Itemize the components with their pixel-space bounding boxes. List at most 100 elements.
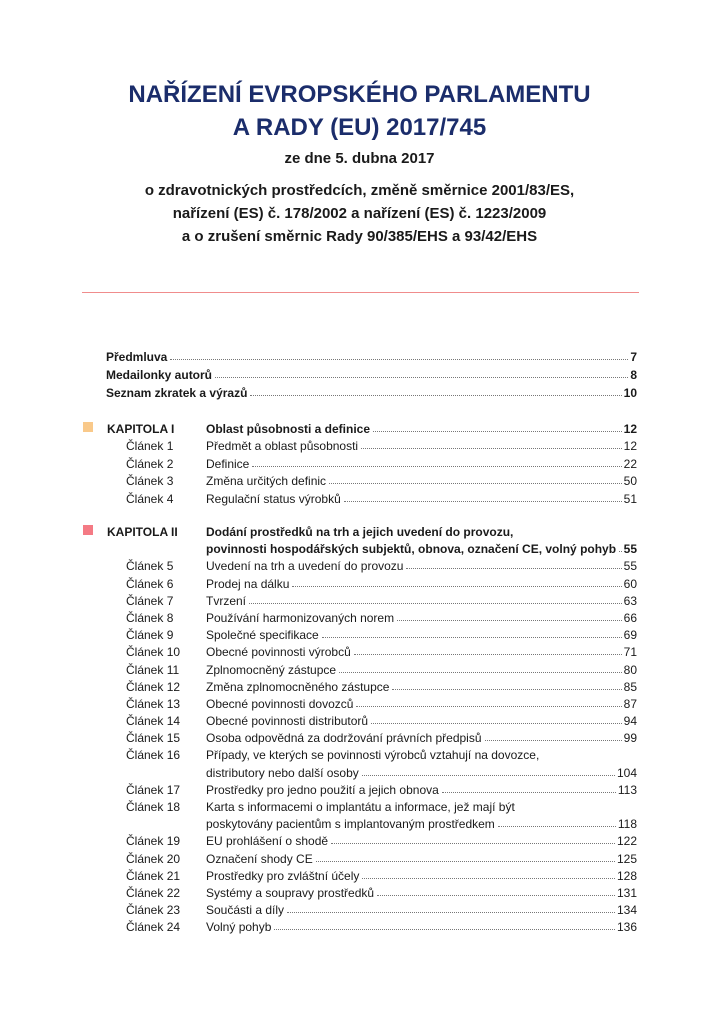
article-title-line-1: Případy, ve kterých se povinnosti výrobc… — [206, 748, 540, 763]
article-entry[interactable]: Článek 15 Osoba odpovědná za dodržování p… — [82, 728, 637, 745]
article-title: Systémy a soupravy prostředků — [206, 885, 375, 900]
chapter-marker-icon — [83, 524, 93, 535]
chapter-heading[interactable]: KAPITOLA II Dodání prostředků na trh a je… — [82, 521, 637, 539]
article-page: 80 — [623, 662, 637, 677]
article-title-wrap: EU prohlášení o shodě 122 — [206, 834, 637, 848]
article-entry[interactable]: Článek 21 Prostředky pro zvláštní účely 12… — [82, 866, 637, 883]
article-entry[interactable]: Článek 16 Případy, ve kterých se povinnos… — [82, 745, 637, 762]
dot-leader — [619, 551, 622, 553]
article-entry[interactable]: Článek 4 Regulační status výrobků 51 — [82, 488, 637, 506]
article-label: Článek 16 — [126, 748, 181, 763]
article-title-wrap: Systémy a soupravy prostředků 131 — [206, 886, 637, 900]
article-title-wrap: Změna určitých definic 50 — [206, 474, 637, 488]
article-label: Článek 15 — [126, 731, 181, 746]
title-line-1: NAŘÍZENÍ EVROPSKÉHO PARLAMENTU — [128, 81, 591, 108]
dot-leader — [484, 740, 622, 742]
article-entry[interactable]: Článek 17 Prostředky pro jedno použití a … — [82, 780, 637, 797]
article-entry[interactable]: Článek 7 Tvrzení 63 — [82, 591, 637, 608]
article-page: 113 — [617, 782, 637, 797]
article-title-wrap: Změna zplnomocněného zástupce 85 — [206, 680, 637, 694]
toc-entry[interactable]: Předmluva 7 — [82, 346, 637, 364]
article-entry[interactable]: Článek 9 Společné specifikace 69 — [82, 625, 637, 642]
article-page: 50 — [623, 474, 637, 489]
article-title: Označení shody CE — [206, 851, 313, 866]
article-entry[interactable]: Článek 18 Karta s informacemi o implantát… — [82, 797, 637, 814]
dot-leader — [406, 568, 622, 570]
article-label: Článek 12 — [126, 679, 181, 694]
article-title: Prostředky pro zvláštní účely — [206, 868, 360, 883]
chapter-label: KAPITOLA II — [107, 524, 178, 539]
article-entry[interactable]: Článek 10 Obecné povinnosti výrobců 71 — [82, 642, 637, 659]
article-label: Článek 5 — [126, 559, 174, 574]
toc-entry[interactable]: Seznam zkratek a výrazů 10 — [82, 382, 637, 400]
article-page: 131 — [616, 885, 637, 900]
chapter-heading[interactable]: KAPITOLA I Oblast působnosti a definice 12 — [82, 418, 637, 436]
article-title-wrap: Prostředky pro zvláštní účely 128 — [206, 869, 637, 883]
article-page: 136 — [616, 920, 637, 935]
dot-leader — [397, 619, 622, 621]
article-title: Obecné povinnosti distributorů — [206, 714, 369, 729]
dot-leader — [343, 500, 622, 502]
toc-entry[interactable]: Medailonky autorů 8 — [82, 364, 637, 382]
article-title-wrap: Obecné povinnosti dovozců 87 — [206, 697, 637, 711]
article-entry[interactable]: Článek 2 Definice 22 — [82, 453, 637, 471]
dot-leader — [361, 774, 615, 776]
article-title: Volný pohyb — [206, 920, 272, 935]
chapter-title-line-2: povinnosti hospodářských subjektů, obnov… — [206, 542, 617, 557]
article-title-wrap: Předmět a oblast působnosti 12 — [206, 439, 637, 453]
article-title: Osoba odpovědná za dodržování právních p… — [206, 731, 482, 746]
article-entry[interactable]: Článek 19 EU prohlášení o shodě 122 — [82, 831, 637, 848]
article-entry-cont[interactable]: poskytovány pacientům s implantovaným pr… — [82, 814, 637, 831]
entry-page: 10 — [623, 386, 637, 400]
article-entry[interactable]: Článek 22 Systémy a soupravy prostředků 13… — [82, 883, 637, 900]
article-title-wrap: Součásti a díly 134 — [206, 903, 637, 917]
dot-leader — [215, 377, 629, 378]
dot-leader — [292, 585, 622, 587]
article-title: Předmět a oblast působnosti — [206, 439, 359, 454]
dot-leader — [274, 929, 615, 931]
article-title-wrap: Společné specifikace 69 — [206, 628, 637, 642]
dot-leader — [356, 705, 622, 707]
article-title: Společné specifikace — [206, 628, 319, 643]
article-title: EU prohlášení o shodě — [206, 834, 329, 849]
entry-title: Medailonky autorů — [106, 368, 213, 382]
chapter-2-toc: KAPITOLA II Dodání prostředků na trh a je… — [82, 521, 637, 934]
article-entry[interactable]: Článek 23 Součásti a díly 134 — [82, 900, 637, 917]
article-entry[interactable]: Článek 5 Uvedení na trh a uvedení do prov… — [82, 556, 637, 573]
article-title-wrap: Osoba odpovědná za dodržování právních p… — [206, 731, 637, 745]
chapter-heading-cont[interactable]: povinnosti hospodářských subjektů, obnov… — [82, 539, 637, 557]
article-entry[interactable]: Článek 24 Volný pohyb 136 — [82, 917, 637, 934]
article-entry[interactable]: Článek 8 Používání harmonizovaných norem 6… — [82, 608, 637, 625]
article-label: Článek 3 — [126, 474, 174, 489]
dot-leader — [329, 483, 622, 485]
article-entry[interactable]: Článek 20 Označení shody CE 125 — [82, 848, 637, 866]
article-entry[interactable]: Článek 1 Předmět a oblast působnosti 12 — [82, 436, 637, 453]
desc-line-3: a o zrušení směrnic Rady 90/385/EHS a 93… — [181, 228, 538, 245]
dot-leader — [373, 430, 622, 432]
article-title-wrap: Zplnomocněný zástupce 80 — [206, 663, 637, 677]
article-label: Článek 13 — [126, 696, 181, 711]
article-page: 69 — [623, 628, 637, 643]
article-page: 85 — [623, 679, 637, 694]
article-title-wrap: Prodej na dálku 60 — [206, 577, 637, 591]
desc-line-2: nařízení (ES) č. 178/2002 a nařízení (ES… — [172, 205, 547, 222]
article-entry[interactable]: Článek 14 Obecné povinnosti distributorů 9… — [82, 711, 637, 728]
article-entry[interactable]: Článek 12 Změna zplnomocněného zástupce 85 — [82, 677, 637, 694]
article-page: 128 — [616, 868, 637, 883]
article-title: Definice — [206, 456, 250, 471]
article-entry-cont[interactable]: distributory nebo další osoby 104 — [82, 762, 637, 780]
entry-title: Předmluva — [106, 350, 168, 364]
article-title: Tvrzení — [206, 593, 247, 608]
article-entry[interactable]: Článek 6 Prodej na dálku 60 — [82, 573, 637, 591]
article-page: 94 — [623, 714, 637, 729]
article-entry[interactable]: Článek 11 Zplnomocněný zástupce 80 — [82, 659, 637, 677]
article-entry[interactable]: Článek 3 Změna určitých definic 50 — [82, 471, 637, 489]
dot-leader — [170, 359, 629, 360]
dot-leader — [353, 654, 622, 656]
dot-leader — [249, 602, 622, 604]
divider-rule — [82, 292, 639, 293]
article-entry[interactable]: Článek 13 Obecné povinnosti dovozců 87 — [82, 694, 637, 711]
chapter-page: 12 — [623, 421, 637, 436]
dot-leader — [339, 671, 622, 673]
dot-leader — [441, 791, 616, 793]
